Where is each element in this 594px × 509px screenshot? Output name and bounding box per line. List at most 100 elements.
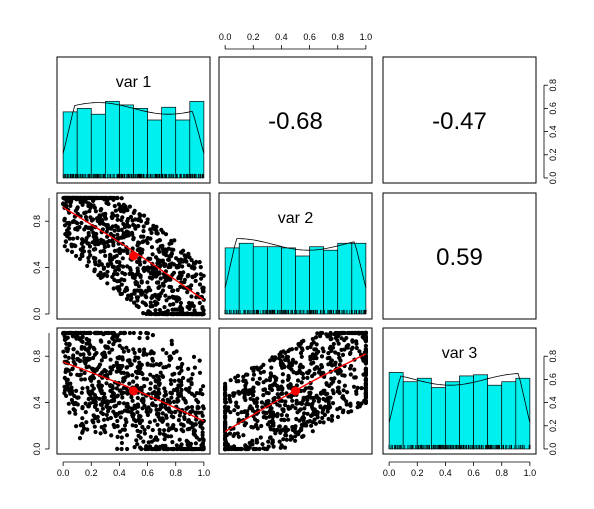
data-point — [325, 391, 330, 396]
data-point — [254, 400, 259, 405]
data-point — [252, 365, 257, 370]
data-point — [234, 400, 239, 405]
data-point — [91, 420, 96, 425]
histogram-2 — [224, 238, 367, 315]
data-point — [288, 437, 293, 442]
data-point — [93, 195, 98, 201]
data-point — [87, 351, 92, 356]
x-tick-label: 0.6 — [303, 32, 316, 42]
data-point — [175, 396, 180, 401]
data-point — [150, 252, 155, 257]
data-point — [279, 417, 284, 422]
data-point — [344, 402, 349, 407]
data-point — [336, 351, 341, 357]
data-point — [178, 300, 183, 306]
data-point — [137, 421, 143, 426]
data-point — [148, 351, 153, 356]
data-point — [169, 338, 174, 343]
data-point — [100, 406, 105, 411]
data-point — [104, 381, 109, 386]
data-point — [147, 420, 152, 425]
data-point — [68, 372, 73, 377]
data-point — [329, 376, 334, 381]
variable-label: var 1 — [116, 74, 152, 91]
data-point — [297, 343, 302, 348]
data-point — [261, 387, 266, 392]
hist-bar — [501, 381, 517, 450]
data-point — [118, 207, 123, 212]
data-point — [363, 356, 368, 362]
data-point — [267, 414, 272, 419]
data-point — [315, 395, 320, 400]
data-point — [179, 258, 184, 263]
data-point — [131, 235, 136, 241]
data-point — [115, 393, 120, 398]
data-point — [321, 406, 326, 411]
data-point — [162, 393, 167, 398]
data-point — [79, 220, 84, 226]
data-point — [92, 256, 97, 261]
data-point — [146, 268, 151, 273]
data-point — [153, 308, 158, 313]
hist-bar — [388, 372, 404, 450]
data-point — [105, 240, 110, 245]
data-point — [189, 376, 194, 381]
data-point — [183, 387, 189, 392]
data-point — [144, 377, 150, 382]
data-point — [112, 203, 117, 209]
data-point — [165, 308, 170, 313]
data-point — [227, 393, 232, 398]
data-point — [94, 395, 99, 400]
data-point — [271, 444, 276, 449]
data-point — [242, 409, 247, 414]
data-point — [81, 239, 86, 244]
data-point — [223, 421, 228, 426]
data-point — [181, 396, 186, 401]
data-point — [245, 372, 250, 377]
data-point — [125, 446, 130, 452]
mean-point — [129, 386, 138, 396]
data-point — [108, 357, 113, 362]
rug — [224, 309, 367, 314]
data-point — [189, 421, 195, 426]
data-point — [115, 272, 120, 277]
data-point — [197, 370, 203, 375]
data-point — [266, 439, 271, 444]
data-point — [97, 221, 103, 226]
data-point — [126, 293, 131, 298]
x-tick-label: 0.4 — [275, 32, 288, 42]
data-point — [62, 195, 67, 201]
data-point — [319, 354, 325, 359]
data-point — [109, 433, 114, 438]
data-point — [92, 424, 97, 429]
data-point — [148, 236, 153, 241]
data-point — [201, 285, 206, 290]
data-point — [107, 405, 113, 410]
data-point — [126, 405, 131, 410]
data-point — [261, 369, 266, 374]
data-point — [255, 396, 260, 401]
data-point — [141, 239, 146, 244]
data-point — [87, 195, 92, 201]
data-point — [320, 415, 325, 421]
data-point — [190, 274, 195, 279]
data-point — [87, 249, 92, 254]
data-point — [307, 419, 312, 424]
data-point — [177, 356, 183, 361]
data-point — [80, 386, 85, 391]
data-point — [163, 247, 168, 252]
data-point — [290, 403, 295, 408]
correlation-label: -0.47 — [432, 108, 487, 135]
data-point — [106, 330, 111, 336]
data-point — [117, 400, 122, 405]
data-point — [105, 269, 110, 274]
data-point — [141, 224, 146, 229]
data-point — [177, 274, 182, 279]
data-point — [71, 218, 76, 224]
data-point — [154, 280, 160, 285]
data-point — [160, 347, 165, 352]
data-point — [162, 261, 167, 266]
data-point — [293, 406, 298, 411]
data-point — [142, 403, 147, 408]
data-point — [288, 382, 293, 388]
